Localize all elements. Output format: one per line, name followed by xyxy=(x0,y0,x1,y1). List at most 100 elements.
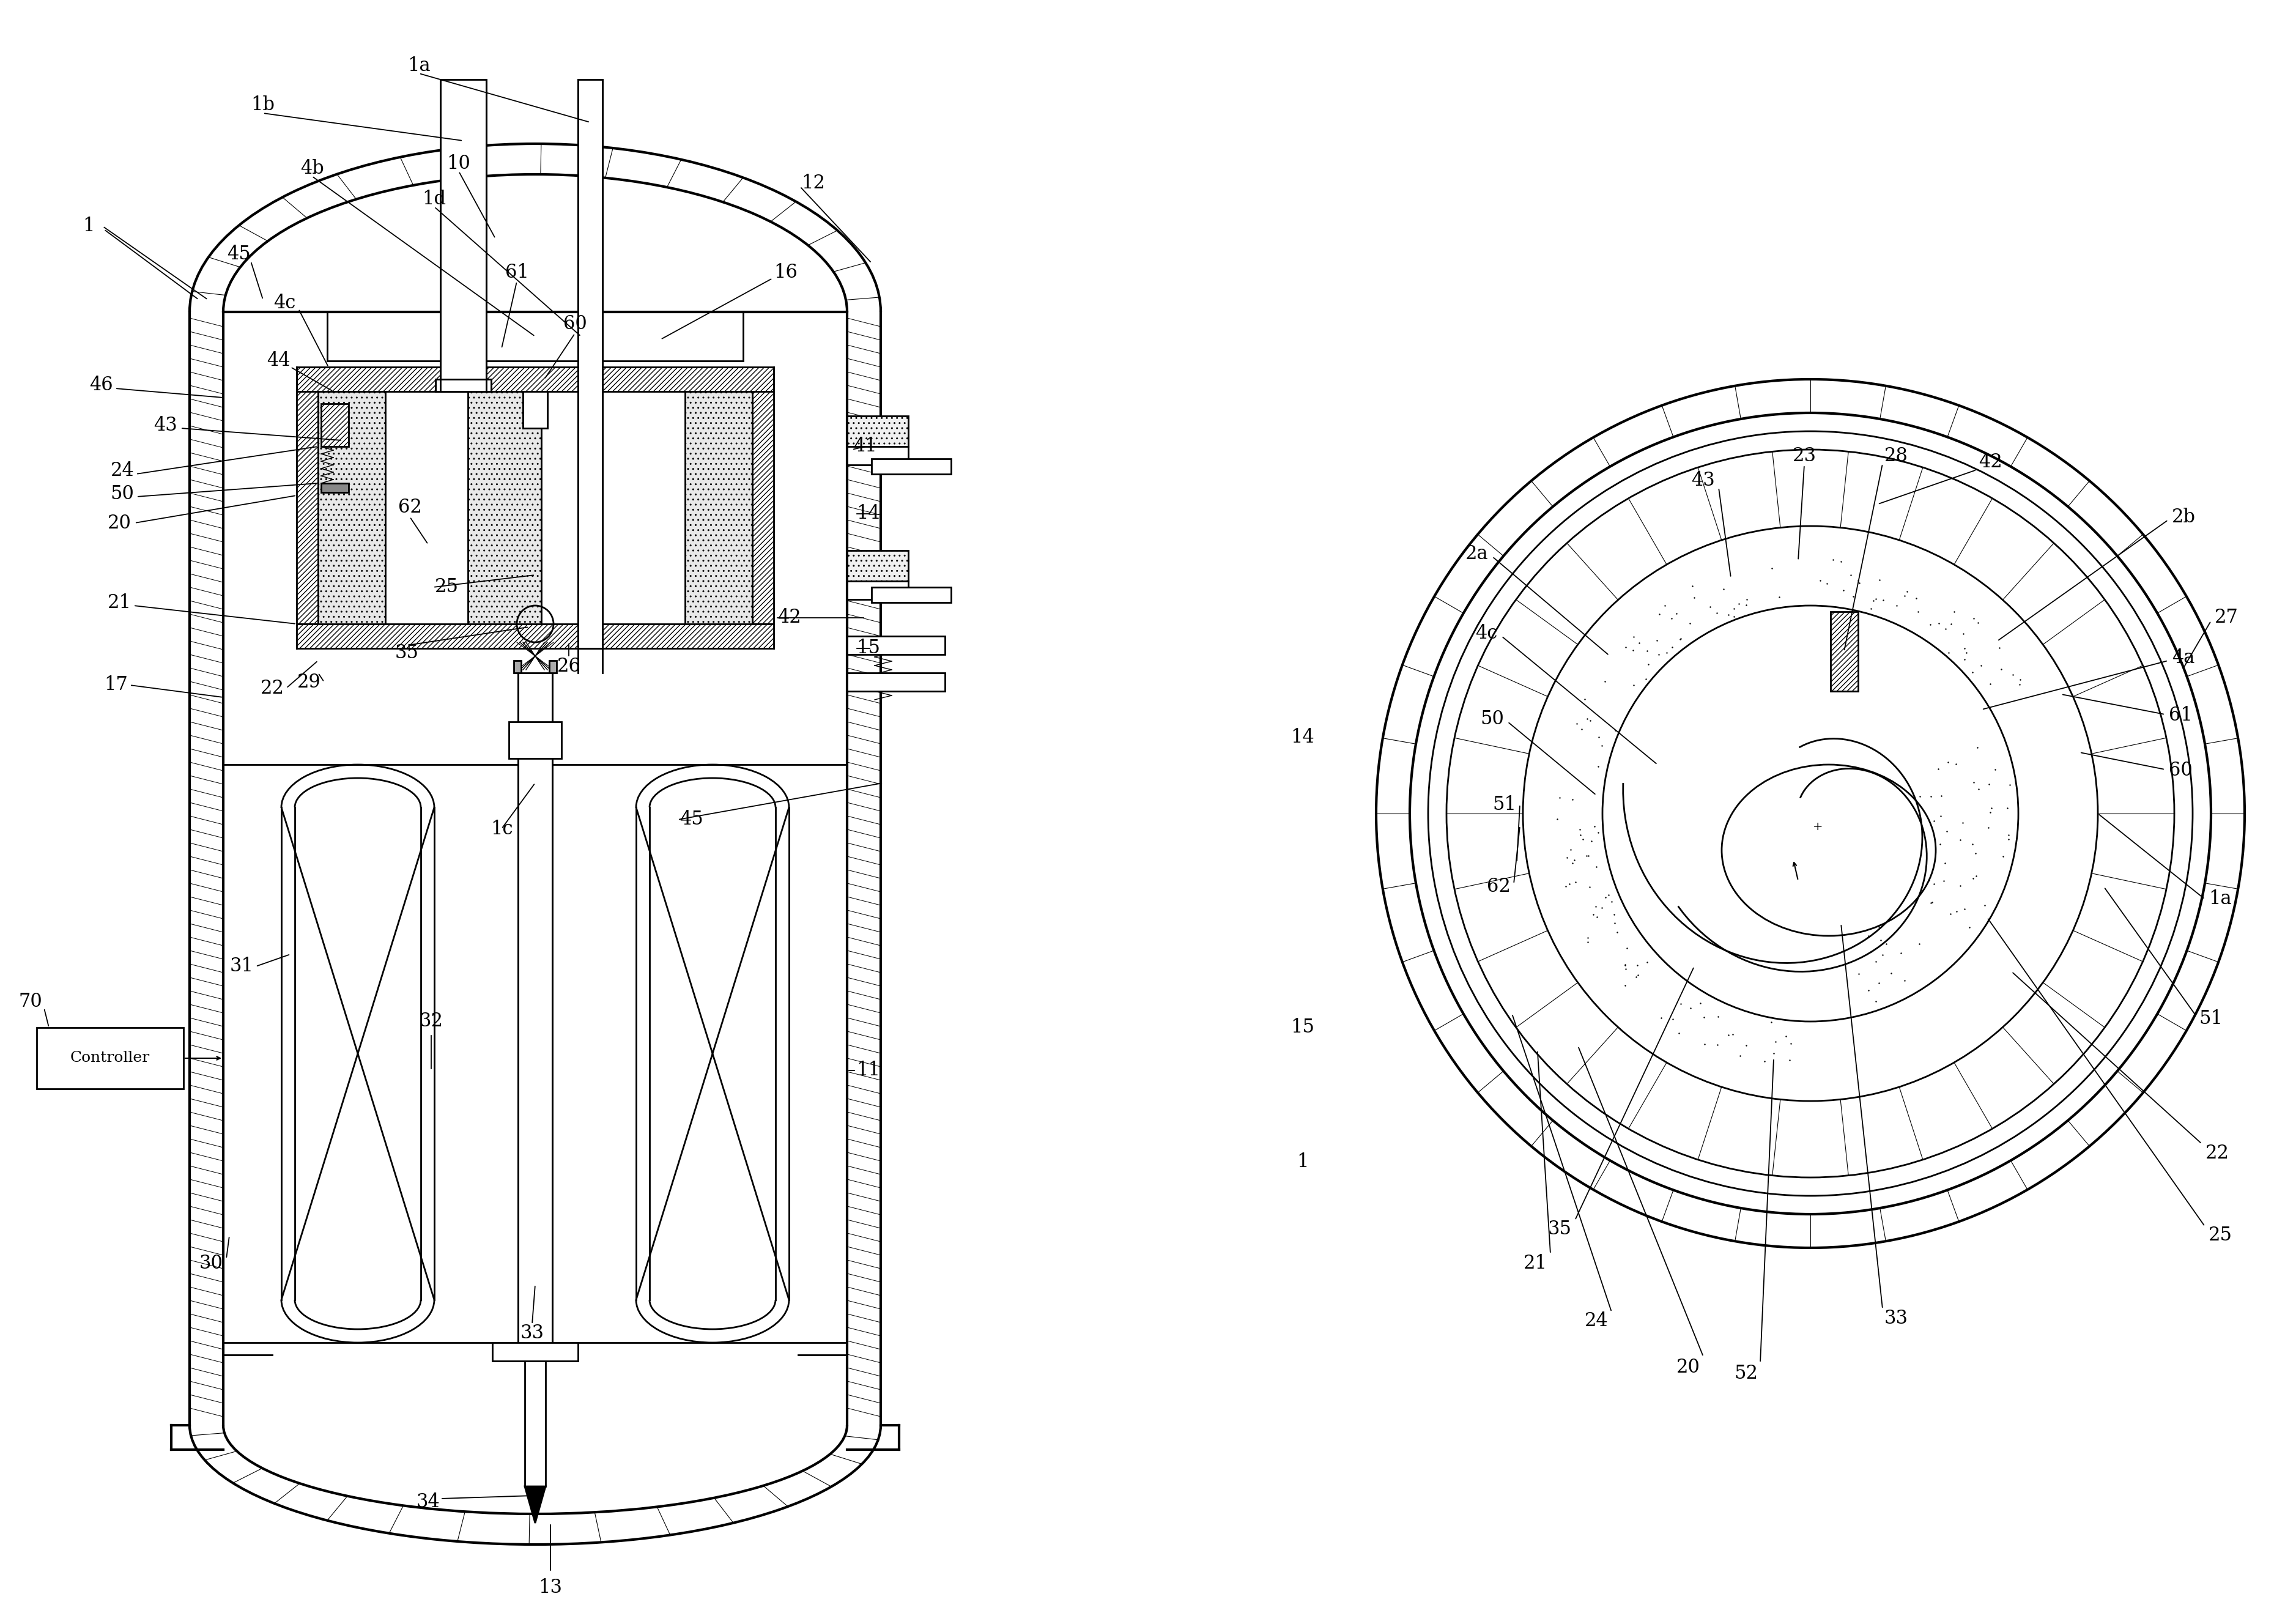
Text: 1a: 1a xyxy=(407,57,430,76)
Text: 21: 21 xyxy=(107,593,130,612)
Bar xyxy=(436,380,491,391)
Text: 14: 14 xyxy=(857,505,880,523)
Text: 11: 11 xyxy=(857,1060,880,1080)
Text: 60: 60 xyxy=(562,315,587,333)
Text: 50: 50 xyxy=(110,484,135,503)
Bar xyxy=(297,624,775,648)
Bar xyxy=(441,80,487,391)
Text: 23: 23 xyxy=(1791,447,1817,464)
Bar xyxy=(297,367,775,391)
Bar xyxy=(548,661,558,672)
Text: 32: 32 xyxy=(418,1012,443,1031)
Polygon shape xyxy=(526,1486,546,1523)
Text: 34: 34 xyxy=(416,1492,441,1512)
Text: 30: 30 xyxy=(199,1254,224,1273)
Bar xyxy=(37,1028,183,1088)
Text: 14: 14 xyxy=(1291,728,1314,747)
Bar xyxy=(848,416,907,447)
Circle shape xyxy=(1807,810,1814,817)
Bar xyxy=(848,637,946,654)
Text: 4c: 4c xyxy=(1476,624,1497,643)
Text: 12: 12 xyxy=(802,174,825,193)
Bar xyxy=(578,80,603,648)
Text: 42: 42 xyxy=(777,609,800,627)
Text: 24: 24 xyxy=(1584,1312,1609,1330)
Text: 1d: 1d xyxy=(423,190,446,208)
Text: 29: 29 xyxy=(297,672,320,692)
Text: 10: 10 xyxy=(448,154,471,174)
Text: 27: 27 xyxy=(2214,609,2239,627)
Bar xyxy=(297,391,318,624)
Text: 25: 25 xyxy=(2207,1226,2232,1246)
Bar xyxy=(686,391,752,624)
Text: 1: 1 xyxy=(82,218,94,235)
Text: 60: 60 xyxy=(2168,762,2191,780)
Text: 20: 20 xyxy=(107,513,130,533)
Bar xyxy=(1830,612,1858,692)
Text: 4c: 4c xyxy=(274,294,295,312)
Text: 13: 13 xyxy=(539,1579,562,1596)
Text: 33: 33 xyxy=(1885,1309,1908,1328)
Bar xyxy=(848,551,907,581)
Text: 15: 15 xyxy=(857,638,880,658)
Bar xyxy=(523,391,548,429)
Text: 31: 31 xyxy=(231,957,254,976)
Bar xyxy=(322,404,350,447)
Text: 16: 16 xyxy=(775,263,797,281)
Text: 21: 21 xyxy=(1524,1254,1547,1273)
Bar xyxy=(468,391,542,624)
Text: 22: 22 xyxy=(2205,1143,2230,1163)
Text: 52: 52 xyxy=(1734,1364,1757,1382)
Text: 43: 43 xyxy=(1691,471,1716,490)
Text: 45: 45 xyxy=(679,810,704,830)
Text: 62: 62 xyxy=(398,499,423,516)
Text: 4b: 4b xyxy=(299,159,324,177)
Bar xyxy=(848,672,946,692)
Text: 17: 17 xyxy=(105,676,128,695)
Text: 15: 15 xyxy=(1291,1018,1314,1038)
Bar xyxy=(871,458,951,474)
Text: 51: 51 xyxy=(2198,1009,2223,1028)
Text: 20: 20 xyxy=(1677,1358,1700,1377)
Text: 26: 26 xyxy=(558,658,580,676)
Text: 25: 25 xyxy=(434,578,459,596)
Text: 43: 43 xyxy=(153,416,176,435)
Text: 1b: 1b xyxy=(251,96,274,115)
Text: 35: 35 xyxy=(395,643,418,663)
Bar xyxy=(519,672,553,1346)
Text: 42: 42 xyxy=(1979,453,2002,471)
Text: 44: 44 xyxy=(267,351,290,370)
Text: 50: 50 xyxy=(1481,710,1504,728)
Bar xyxy=(510,721,562,758)
Bar xyxy=(491,1343,578,1361)
Bar xyxy=(848,447,907,464)
Text: 2a: 2a xyxy=(1465,544,1488,564)
Text: 33: 33 xyxy=(521,1324,544,1343)
Text: 61: 61 xyxy=(505,263,528,281)
Text: 41: 41 xyxy=(855,437,877,456)
Text: 2b: 2b xyxy=(2171,507,2196,526)
Text: 28: 28 xyxy=(1885,447,1908,464)
Bar xyxy=(871,588,951,603)
Text: 46: 46 xyxy=(89,375,112,395)
Text: 45: 45 xyxy=(226,244,251,263)
Ellipse shape xyxy=(1721,765,1935,935)
Text: 22: 22 xyxy=(260,679,283,698)
Text: +: + xyxy=(1812,822,1823,833)
Text: 1a: 1a xyxy=(2210,890,2232,909)
Text: 61: 61 xyxy=(2168,706,2191,726)
Bar xyxy=(322,484,350,492)
Text: 1c: 1c xyxy=(491,820,512,838)
Bar xyxy=(752,391,775,624)
Text: 51: 51 xyxy=(1492,794,1517,814)
Text: 35: 35 xyxy=(1547,1220,1572,1239)
Text: 24: 24 xyxy=(110,461,135,481)
Text: Controller: Controller xyxy=(71,1051,151,1065)
Text: 4a: 4a xyxy=(2173,648,2196,667)
Text: 70: 70 xyxy=(18,992,43,1012)
Bar xyxy=(848,581,907,599)
Bar xyxy=(318,391,386,624)
Text: 1: 1 xyxy=(1298,1153,1309,1171)
Bar xyxy=(514,661,521,672)
Text: 62: 62 xyxy=(1488,877,1510,896)
